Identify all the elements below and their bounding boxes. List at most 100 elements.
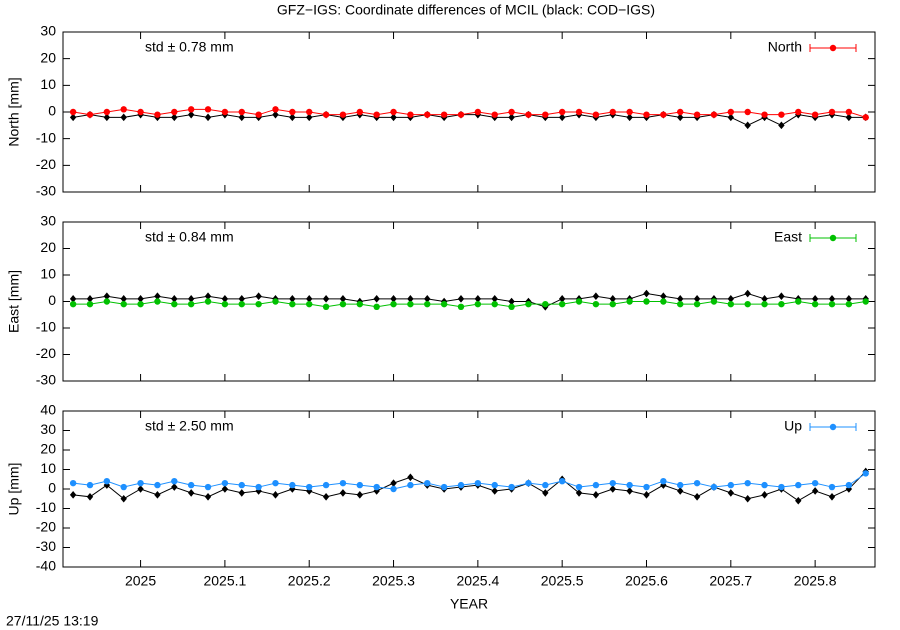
point — [542, 300, 549, 308]
point — [120, 106, 127, 113]
point — [69, 300, 77, 308]
point — [828, 483, 836, 491]
point — [778, 292, 785, 300]
point — [171, 483, 178, 491]
point — [845, 295, 853, 303]
point — [609, 479, 616, 487]
point — [86, 111, 94, 118]
point — [103, 113, 111, 122]
point — [575, 483, 583, 491]
point — [626, 298, 633, 305]
point — [744, 121, 751, 130]
point — [474, 479, 482, 487]
point — [221, 108, 229, 116]
point — [339, 479, 347, 487]
point — [609, 108, 616, 116]
point — [558, 113, 566, 122]
point — [306, 483, 313, 491]
point — [69, 108, 77, 116]
point — [626, 487, 633, 495]
point — [626, 108, 633, 116]
point — [407, 300, 414, 308]
point — [558, 108, 566, 116]
point — [137, 295, 144, 303]
point — [744, 494, 751, 503]
point — [558, 300, 566, 308]
plot-frame — [62, 31, 876, 193]
point — [137, 479, 144, 487]
point — [592, 111, 600, 118]
timestamp: 27/11/25 13:19 — [6, 613, 99, 629]
point — [558, 478, 566, 485]
point — [69, 491, 77, 499]
std-annotation: std ± 2.50 mm — [145, 418, 234, 434]
point — [795, 298, 802, 305]
point — [744, 300, 751, 308]
point — [69, 479, 77, 487]
legend-label: Up — [784, 418, 802, 434]
point — [845, 300, 853, 308]
point — [103, 481, 111, 489]
legend-marker — [829, 234, 837, 242]
point — [154, 481, 161, 489]
point — [187, 481, 195, 489]
legend-marker — [829, 44, 837, 52]
point — [137, 108, 144, 116]
point — [811, 479, 819, 487]
y-tick-label: -30 — [36, 183, 56, 199]
y-tick-label: 30 — [40, 213, 56, 229]
point — [255, 111, 262, 118]
point — [86, 481, 94, 489]
point — [440, 300, 448, 308]
point — [221, 485, 229, 493]
y-tick-label: -10 — [36, 319, 56, 335]
y-axis-label: East [mm] — [6, 270, 22, 333]
point — [289, 300, 296, 308]
point — [238, 108, 245, 116]
point — [221, 479, 229, 487]
point — [289, 108, 296, 116]
point — [710, 298, 718, 305]
point — [272, 479, 279, 487]
point — [272, 110, 279, 119]
y-tick-label: -10 — [36, 499, 56, 515]
point — [373, 483, 380, 491]
point — [154, 298, 161, 305]
point — [811, 487, 819, 495]
point — [693, 479, 701, 487]
point — [390, 485, 397, 493]
point — [238, 300, 245, 308]
point — [474, 300, 482, 308]
plot-frame — [62, 410, 876, 568]
x-tick-label: 2025.4 — [456, 573, 499, 589]
point — [154, 491, 161, 499]
point — [677, 481, 684, 489]
point — [440, 483, 448, 491]
point — [660, 298, 667, 305]
point — [322, 111, 330, 118]
point — [424, 300, 431, 308]
point — [390, 108, 397, 116]
point — [761, 491, 768, 499]
point — [86, 493, 94, 501]
point — [626, 481, 633, 489]
point — [69, 295, 77, 303]
point — [609, 300, 616, 308]
point — [86, 300, 94, 308]
point — [221, 300, 229, 308]
point — [339, 489, 347, 497]
plot-frame — [62, 221, 876, 382]
point — [373, 111, 380, 118]
y-tick-label: -30 — [36, 372, 56, 388]
point — [204, 106, 212, 113]
point — [592, 300, 600, 308]
y-tick-label: -20 — [36, 519, 56, 535]
point — [542, 111, 549, 118]
point — [289, 295, 296, 303]
point — [187, 489, 195, 497]
point — [626, 113, 633, 122]
point — [609, 485, 616, 493]
std-annotation: std ± 0.84 mm — [145, 229, 234, 245]
point — [727, 108, 735, 116]
point — [643, 491, 650, 499]
